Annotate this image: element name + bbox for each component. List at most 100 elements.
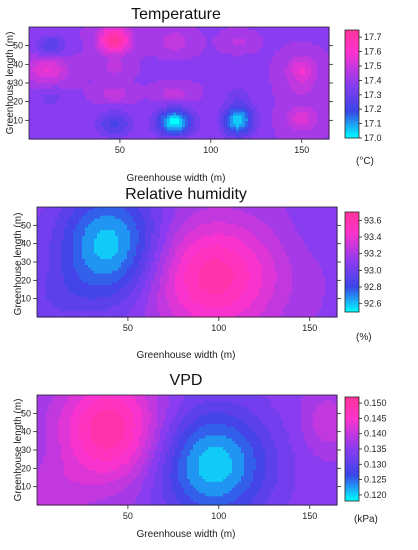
heatmap-cell xyxy=(71,106,75,111)
heatmap-cell xyxy=(131,71,135,75)
heatmap-cell xyxy=(200,136,204,140)
heatmap-cell xyxy=(236,91,240,96)
heatmap-cell xyxy=(155,53,159,58)
heatmap-cell xyxy=(74,124,78,128)
heatmap-cell xyxy=(115,305,119,309)
heatmap-cell xyxy=(76,285,80,289)
heatmap-cell xyxy=(56,27,60,31)
heatmap-cell xyxy=(242,136,246,140)
heatmap-cell xyxy=(206,56,210,61)
heatmap-cell xyxy=(86,27,90,31)
heatmap-cell xyxy=(106,279,110,283)
heatmap-cell xyxy=(188,65,192,69)
heatmap-cell xyxy=(167,100,171,105)
heatmap-cell xyxy=(263,44,267,49)
heatmap-cell xyxy=(320,83,324,87)
heatmap-cell xyxy=(152,74,156,78)
heatmap-cell xyxy=(35,133,39,137)
heatmap-cell xyxy=(53,130,57,134)
heatmap-cell xyxy=(73,267,77,272)
heatmap-cell xyxy=(94,267,98,272)
heatmap-cell xyxy=(137,83,141,87)
heatmap-cell xyxy=(79,253,83,257)
heatmap-cell xyxy=(55,250,59,254)
heatmap-cell xyxy=(58,247,62,252)
heatmap-cell xyxy=(143,59,147,63)
heatmap-cell xyxy=(221,100,225,105)
heatmap-cell xyxy=(113,100,117,105)
heatmap-cell xyxy=(185,121,189,125)
heatmap-cell xyxy=(58,264,62,269)
heatmap-cell xyxy=(121,276,125,280)
heatmap-cell xyxy=(44,127,48,131)
heatmap-cell xyxy=(320,85,324,90)
heatmap-cell xyxy=(176,100,180,105)
heatmap-cell xyxy=(176,88,180,93)
heatmap-cell xyxy=(43,299,47,304)
heatmap-cell xyxy=(53,91,57,96)
heatmap-cell xyxy=(197,133,201,137)
heatmap-cell xyxy=(323,85,327,90)
heatmap-cell xyxy=(61,293,65,298)
heatmap-cell xyxy=(218,83,222,87)
heatmap-cell xyxy=(143,85,147,90)
heatmap-cell xyxy=(65,38,69,43)
heatmap-cell xyxy=(67,241,71,246)
heatmap-cell xyxy=(77,80,81,84)
heatmap-cell xyxy=(176,83,180,87)
heatmap-cell xyxy=(302,77,306,81)
heatmap-cell xyxy=(155,50,159,55)
heatmap-cell xyxy=(73,270,77,275)
heatmap-cell xyxy=(242,106,246,111)
heatmap-cell xyxy=(85,215,89,220)
heatmap-cell xyxy=(155,41,159,46)
heatmap-cell xyxy=(263,83,267,87)
heatmap-cell xyxy=(116,56,120,61)
heatmap-cell xyxy=(49,264,53,269)
heatmap-cell xyxy=(50,80,54,84)
heatmap-cell xyxy=(269,83,273,87)
heatmap-cell xyxy=(155,32,159,37)
heatmap-cell xyxy=(97,230,101,234)
heatmap-cell xyxy=(242,80,246,84)
heatmap-cell xyxy=(254,27,258,31)
heatmap-cell xyxy=(101,115,105,119)
heatmap-cell xyxy=(116,80,120,84)
heatmap-cell xyxy=(326,133,330,137)
heatmap-cell xyxy=(61,267,65,272)
heatmap-cell xyxy=(106,227,110,231)
heatmap-cell xyxy=(64,279,68,283)
heatmap-cell xyxy=(110,50,114,55)
heatmap-cell xyxy=(128,77,132,81)
heatmap-cell xyxy=(68,127,72,131)
heatmap-cell xyxy=(73,230,77,234)
heatmap-cell xyxy=(224,71,228,75)
heatmap-cell xyxy=(239,62,243,66)
heatmap-cell xyxy=(164,56,168,61)
heatmap-cell xyxy=(233,109,237,114)
heatmap-cell xyxy=(158,118,162,122)
heatmap-cell xyxy=(278,62,282,66)
heatmap-cell xyxy=(67,233,71,237)
heatmap-cell xyxy=(77,124,81,128)
heatmap-cell xyxy=(272,47,276,52)
heatmap-cell xyxy=(110,91,114,96)
heatmap-cell xyxy=(50,74,54,78)
heatmap-cell xyxy=(79,299,83,304)
heatmap-cell xyxy=(67,207,71,211)
heatmap-cell xyxy=(314,35,318,40)
heatmap-cell xyxy=(221,103,225,108)
heatmap-cell xyxy=(64,212,68,217)
heatmap-cell xyxy=(53,136,57,140)
heatmap-cell xyxy=(326,124,330,128)
heatmap-cell xyxy=(305,88,309,93)
heatmap-cell xyxy=(242,27,246,31)
heatmap-cell xyxy=(55,279,59,283)
heatmap-cell xyxy=(37,212,41,217)
heatmap-cell xyxy=(140,121,144,125)
heatmap-cell xyxy=(122,133,126,137)
heatmap-cell xyxy=(85,207,89,211)
heatmap-cell xyxy=(314,85,318,90)
heatmap-cell xyxy=(296,77,300,81)
heatmap-cell xyxy=(91,218,95,223)
